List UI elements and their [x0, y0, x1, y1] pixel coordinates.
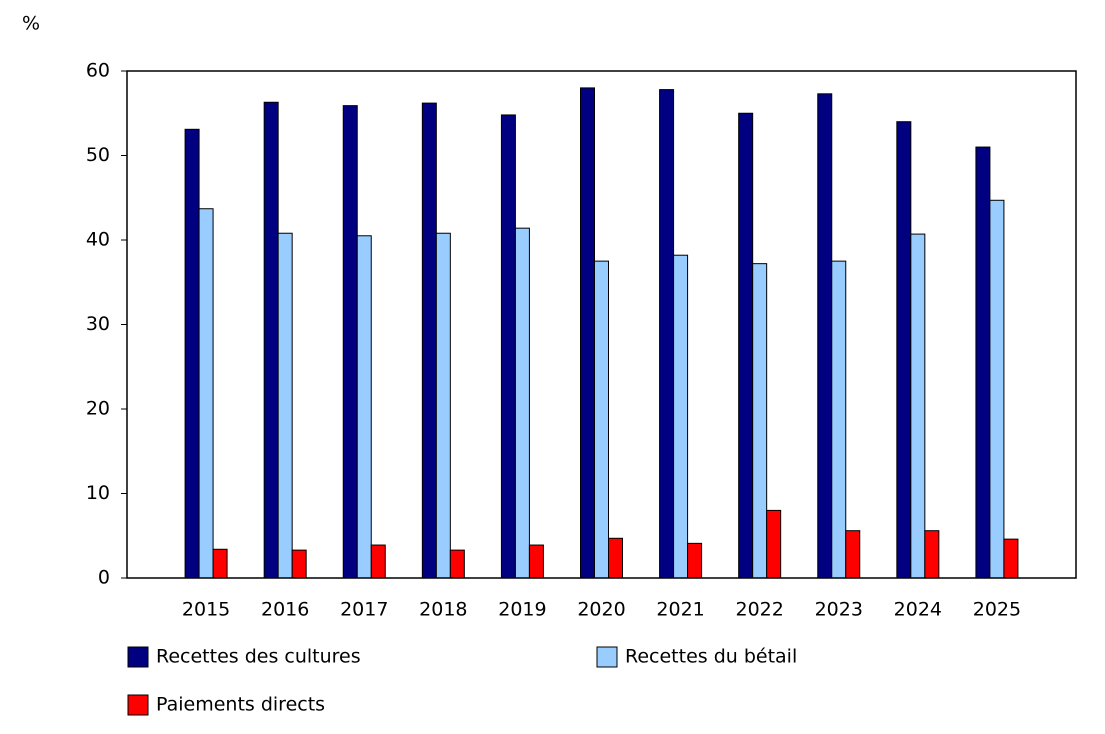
bar	[831, 260, 847, 579]
bar	[896, 121, 912, 579]
bar	[580, 87, 595, 579]
bar	[752, 263, 768, 579]
x-tick-label: 2024	[894, 599, 942, 621]
bar	[845, 530, 861, 579]
y-tick-label: 30	[86, 313, 110, 335]
legend-label: Paiements directs	[156, 694, 325, 716]
bar	[370, 544, 386, 579]
legend-label: Recettes des cultures	[156, 646, 361, 668]
bar	[738, 112, 754, 579]
bar	[910, 233, 926, 579]
y-tick-label: 10	[86, 482, 110, 504]
bar	[1003, 538, 1019, 579]
bar	[291, 549, 307, 579]
legend-swatch	[596, 646, 618, 668]
bar	[263, 101, 279, 579]
y-tick-label: 0	[98, 567, 110, 589]
bar	[500, 114, 516, 579]
bar	[989, 199, 1005, 579]
y-tick-label: 20	[86, 398, 110, 420]
bar	[184, 128, 200, 579]
x-tick-label: 2023	[815, 599, 863, 621]
x-tick-label: 2020	[577, 599, 625, 621]
bar	[817, 93, 833, 579]
bar	[687, 542, 703, 579]
bar	[594, 260, 609, 579]
bar	[528, 544, 544, 579]
bar	[766, 509, 782, 579]
y-tick-label: 50	[86, 144, 110, 166]
x-tick-label: 2025	[973, 599, 1021, 621]
bar	[924, 530, 940, 579]
plot-frame	[126, 70, 1077, 579]
bar	[449, 549, 465, 579]
bar	[659, 89, 675, 579]
bar	[975, 146, 991, 579]
bar	[608, 537, 623, 579]
bar	[277, 232, 293, 579]
y-tick-label: 40	[86, 229, 110, 251]
bar	[356, 235, 372, 579]
x-tick-label: 2018	[419, 599, 467, 621]
bar	[673, 254, 689, 579]
x-tick-label: 2019	[498, 599, 546, 621]
y-axis-label: %	[22, 13, 40, 35]
bar	[198, 208, 214, 579]
x-tick-label: 2016	[261, 599, 309, 621]
bar	[212, 548, 228, 579]
x-tick-label: 2021	[656, 599, 704, 621]
bar	[342, 105, 358, 579]
bar	[514, 227, 530, 579]
y-tick-label: 60	[86, 60, 110, 82]
x-tick-label: 2017	[340, 599, 388, 621]
x-tick-label: 2022	[735, 599, 783, 621]
legend-swatch	[127, 646, 149, 668]
legend-label: Recettes du bétail	[625, 646, 797, 668]
legend-swatch	[127, 694, 149, 716]
x-tick-label: 2015	[182, 599, 230, 621]
bar	[421, 102, 437, 579]
bar	[435, 232, 451, 579]
